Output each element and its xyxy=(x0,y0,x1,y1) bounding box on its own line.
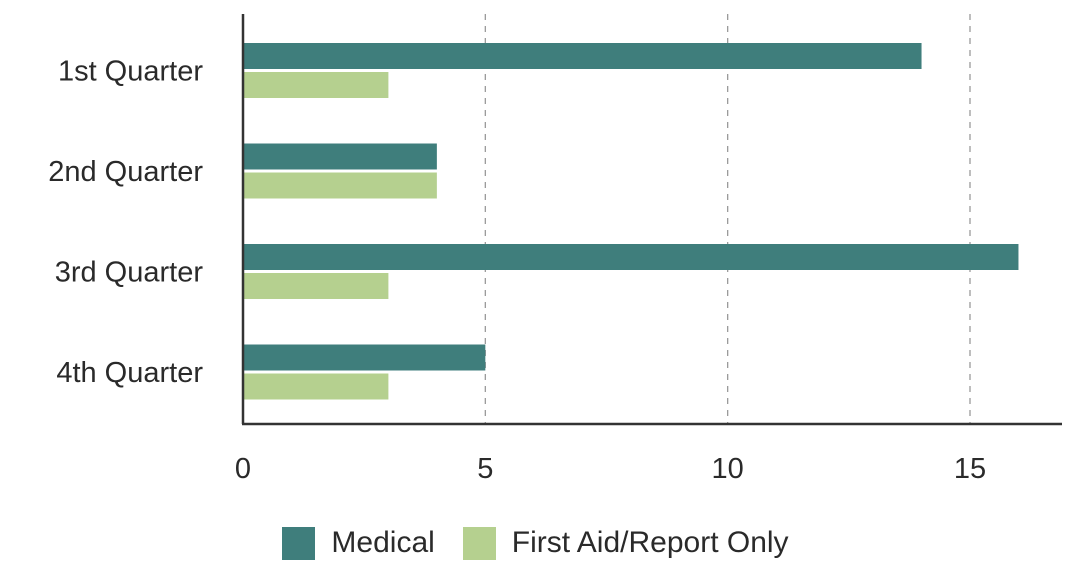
bar-medical-4 xyxy=(243,344,486,371)
bar-first-aid-4 xyxy=(243,373,389,400)
legend-label-first-aid: First Aid/Report Only xyxy=(511,526,789,559)
legend-label-medical: Medical xyxy=(331,526,435,559)
bar-chart: 1st Quarter 2nd Quarter 3rd Quarter 4th Qua… xyxy=(48,14,1062,485)
x-tick-labels: 0 5 10 15 xyxy=(235,453,986,485)
bar-first-aid-3 xyxy=(243,273,389,299)
category-label-3: 3rd Quarter xyxy=(55,257,204,289)
category-label-4: 4th Quarter xyxy=(56,357,203,389)
axes xyxy=(241,14,1062,426)
bar-first-aid-2 xyxy=(243,172,437,199)
bar-medical-2 xyxy=(243,143,437,170)
x-tick-label-1: 5 xyxy=(477,453,493,485)
x-tick-label-0: 0 xyxy=(235,453,251,485)
legend-item-first-aid: First Aid/Report Only xyxy=(462,526,789,560)
legend: Medical First Aid/Report Only xyxy=(0,526,1071,560)
grid-lines xyxy=(484,14,971,424)
legend-swatch-medical xyxy=(282,526,316,560)
legend-item-medical: Medical xyxy=(282,526,435,560)
bar-first-aid-1 xyxy=(243,72,389,98)
legend-swatch-first-aid xyxy=(462,526,496,560)
bars xyxy=(243,43,1019,400)
category-labels: 1st Quarter 2nd Quarter 3rd Quarter 4th Qua… xyxy=(48,56,203,390)
bar-medical-3 xyxy=(243,244,1019,270)
category-label-1: 1st Quarter xyxy=(58,56,203,88)
x-tick-label-2: 10 xyxy=(712,453,744,485)
bar-medical-1 xyxy=(243,43,922,69)
category-label-2: 2nd Quarter xyxy=(48,156,203,188)
x-tick-label-3: 15 xyxy=(954,453,986,485)
